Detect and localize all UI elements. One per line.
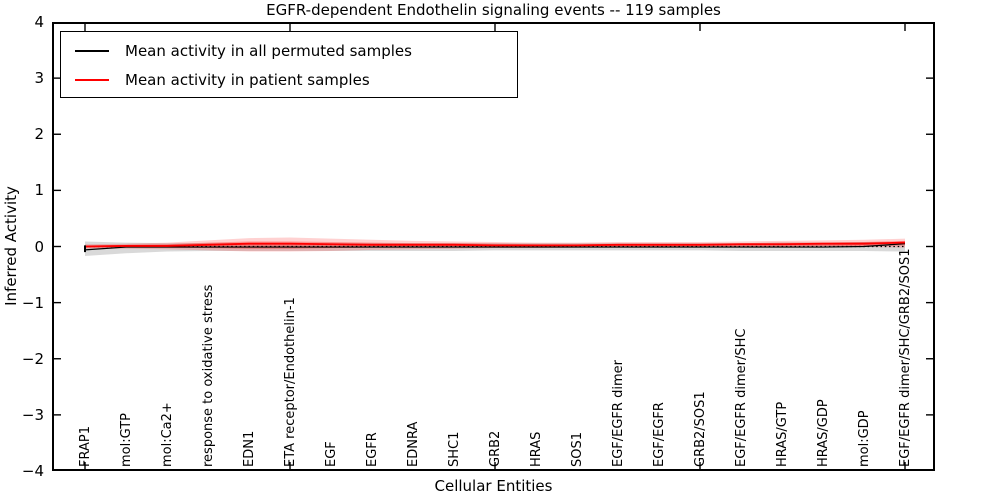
x-category-label: EGF/EGFR dimer/SHC <box>733 328 749 467</box>
x-axis-label: Cellular Entities <box>434 477 553 495</box>
x-category-label: ETA receptor/Endothelin-1 <box>282 297 298 467</box>
patient-line <box>84 241 906 248</box>
y-tick-label: −1 <box>21 293 44 312</box>
x-category-label: EGF/EGFR <box>651 402 667 467</box>
y-tick-label: −4 <box>21 462 44 480</box>
x-category-label: GRB2/SOS1 <box>692 391 708 467</box>
x-category-label: EGF/EGFR dimer/SHC/GRB2/SOS1 <box>897 248 913 468</box>
x-category-label: EGF/EGFR dimer <box>610 360 626 467</box>
x-category-label: EGF <box>323 441 339 467</box>
chart-svg <box>52 22 935 471</box>
legend-item: Mean activity in all permuted samples <box>75 36 517 65</box>
x-category-label: SOS1 <box>569 431 585 467</box>
x-category-label: mol:GDP <box>856 410 872 467</box>
x-category-label: HRAS/GDP <box>815 399 831 467</box>
x-category-label: mol:GTP <box>118 413 134 467</box>
y-tick-label: −3 <box>21 405 44 424</box>
permuted-line <box>84 243 906 251</box>
plot-frame <box>52 22 935 471</box>
x-category-label: SHC1 <box>446 431 462 467</box>
x-category-label: EDN1 <box>241 430 257 467</box>
x-category-label: GRB2 <box>487 430 503 467</box>
legend-item: Mean activity in patient samples <box>75 65 517 94</box>
x-category-label: FRAP1 <box>77 426 93 467</box>
y-tick-label: 0 <box>34 237 44 256</box>
y-tick-label: 4 <box>34 13 44 31</box>
legend: Mean activity in all permuted samples Me… <box>60 31 518 98</box>
plot-area: FRAP1 mol:GTP mol:Ca2+ response to oxidativ… <box>52 22 935 471</box>
legend-label: Mean activity in all permuted samples <box>125 41 412 60</box>
x-category-label: HRAS <box>528 431 544 467</box>
x-category-label: mol:Ca2+ <box>159 402 175 467</box>
x-category-label: EGFR <box>364 432 380 467</box>
y-tick-label: −2 <box>21 349 44 368</box>
x-category-label: response to oxidative stress <box>200 284 216 467</box>
x-category-label: HRAS/GTP <box>774 401 790 467</box>
y-tick-label: 3 <box>34 69 44 88</box>
chart-title: EGFR-dependent Endothelin signaling even… <box>266 1 721 19</box>
legend-swatch-permuted <box>75 49 109 52</box>
y-tick-label: 2 <box>34 125 44 144</box>
y-tick-label: 1 <box>34 181 44 200</box>
legend-swatch-patient <box>75 78 109 81</box>
x-category-label: EDNRA <box>405 421 421 467</box>
legend-label: Mean activity in patient samples <box>125 70 370 89</box>
